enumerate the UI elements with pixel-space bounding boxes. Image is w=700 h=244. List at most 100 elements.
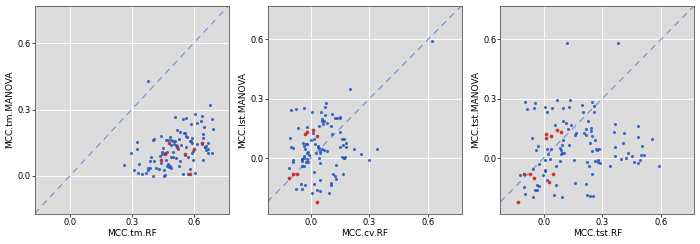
Point xyxy=(537,173,548,177)
Point xyxy=(615,157,626,161)
Point xyxy=(296,157,307,161)
Point xyxy=(562,127,573,131)
Point xyxy=(197,158,209,162)
Point xyxy=(569,181,580,185)
Point xyxy=(592,159,603,163)
Point xyxy=(288,172,299,176)
X-axis label: MCC.tst.RF: MCC.tst.RF xyxy=(573,229,622,238)
Point xyxy=(338,137,349,141)
Point xyxy=(187,141,198,145)
Point xyxy=(589,138,601,142)
Point xyxy=(555,160,566,163)
Point xyxy=(299,164,310,168)
Point xyxy=(298,154,309,158)
Point xyxy=(577,110,588,113)
Point xyxy=(155,162,167,165)
Point xyxy=(171,144,182,148)
Point xyxy=(188,158,199,162)
Point xyxy=(148,159,160,163)
Point xyxy=(591,147,602,151)
Point xyxy=(557,138,568,142)
Point xyxy=(565,99,576,102)
Point xyxy=(558,119,569,123)
Point xyxy=(527,195,538,199)
Point xyxy=(180,131,191,135)
Point xyxy=(622,151,634,154)
Point xyxy=(653,164,664,168)
Point xyxy=(313,145,324,149)
Point xyxy=(317,122,328,126)
Point xyxy=(586,130,597,133)
Point xyxy=(177,117,188,121)
Point xyxy=(308,131,319,135)
Point xyxy=(539,105,550,109)
Point xyxy=(196,142,207,146)
Point xyxy=(162,164,173,168)
Point xyxy=(148,137,160,141)
Point xyxy=(160,151,171,155)
Point xyxy=(178,131,190,135)
Point xyxy=(316,147,328,151)
Point xyxy=(632,135,643,139)
Point xyxy=(136,173,148,176)
Point xyxy=(526,136,538,140)
Point xyxy=(587,149,598,153)
Point xyxy=(519,100,531,104)
Point xyxy=(200,144,211,148)
Point xyxy=(317,120,328,123)
Point xyxy=(580,133,592,137)
Point xyxy=(148,138,159,142)
Point xyxy=(118,163,130,167)
Point xyxy=(311,134,322,138)
Point xyxy=(167,150,178,154)
Point xyxy=(203,147,214,151)
Point xyxy=(635,158,646,162)
Point xyxy=(299,144,310,148)
Point xyxy=(540,158,551,162)
Point xyxy=(594,147,605,151)
Point xyxy=(609,145,620,149)
Point xyxy=(556,130,567,134)
Point xyxy=(330,163,342,167)
Point xyxy=(312,188,323,192)
Point xyxy=(587,100,598,104)
Point xyxy=(548,193,559,197)
Point xyxy=(594,161,606,165)
Point xyxy=(186,151,197,154)
Point xyxy=(296,182,307,186)
Point xyxy=(612,41,624,45)
Point xyxy=(546,134,557,138)
Point xyxy=(584,141,595,144)
Point xyxy=(344,87,356,91)
Point xyxy=(326,181,337,185)
Point xyxy=(300,160,312,164)
Point xyxy=(544,180,555,184)
Point xyxy=(335,116,346,120)
Point xyxy=(302,160,314,163)
Point xyxy=(188,149,199,153)
Point xyxy=(309,142,321,145)
Point xyxy=(159,168,170,172)
Point xyxy=(154,167,165,171)
Point xyxy=(561,122,572,125)
Point xyxy=(300,183,311,187)
Point xyxy=(162,150,173,153)
Point xyxy=(570,131,582,135)
Point xyxy=(183,155,194,159)
Point xyxy=(320,105,331,109)
Point xyxy=(556,152,567,156)
Point xyxy=(165,143,176,147)
Point xyxy=(587,134,598,138)
Point xyxy=(312,144,323,148)
Point xyxy=(199,145,211,149)
Point xyxy=(183,172,194,176)
Point xyxy=(556,151,568,155)
Point xyxy=(296,164,307,168)
Point xyxy=(302,150,314,154)
Point xyxy=(186,122,197,126)
Point xyxy=(338,143,349,147)
Point xyxy=(638,153,650,157)
Y-axis label: MCC.tst.MANOVA: MCC.tst.MANOVA xyxy=(471,71,480,148)
Point xyxy=(330,116,341,120)
Point xyxy=(302,142,313,145)
